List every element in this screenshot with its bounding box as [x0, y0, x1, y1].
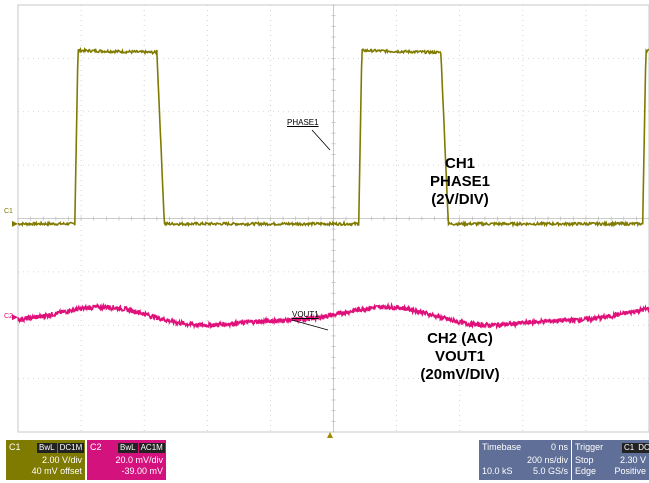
ch2-marker: C2	[4, 313, 13, 320]
ch1-annotation: CH1 PHASE1 (2V/DIV)	[410, 155, 510, 209]
ch1-name: C1	[9, 442, 21, 452]
trigger-type: Edge	[575, 466, 597, 476]
ch1-annotation-line3: (2V/DIV)	[431, 191, 489, 208]
ch1-bw-tag: BwL	[37, 443, 57, 453]
ch2-annotation-line2: VOUT1	[434, 348, 485, 365]
ch1-annotation-line2: PHASE1	[429, 173, 491, 190]
vout-tag-leader	[291, 319, 329, 331]
phase-tag: PHASE1	[287, 118, 319, 127]
trigger-source-badge: C1	[622, 443, 637, 453]
ch1-coupling-tag: DC1M	[57, 443, 85, 453]
trigger-label: Trigger	[575, 442, 604, 452]
ch2-annotation-line1: CH2 (AC)	[427, 330, 493, 347]
trigger-slope: Positive	[614, 466, 646, 476]
ch1-offset: 40 mV offset	[31, 466, 82, 476]
trigger-panel[interactable]: Trigger C1 DC Stop 2.30 V Edge Positive	[572, 440, 649, 480]
ch2-ground-marker	[12, 314, 18, 321]
trigger-level: 2.30 V	[619, 455, 646, 465]
timebase-delay: 0 ns	[550, 442, 568, 452]
ch1-ground-marker	[12, 220, 18, 227]
timebase-scale: 200 ns/div	[526, 455, 568, 465]
ch2-offset: -39.00 mV	[121, 466, 163, 476]
ch2-annotation: CH2 (AC) VOUT1 (20mV/DIV)	[400, 330, 520, 384]
ch2-bw-tag: BwL	[118, 443, 138, 453]
ch1-annotation-line1: CH1	[444, 155, 475, 172]
phase-tag-leader	[311, 129, 331, 151]
timebase-panel[interactable]: Timebase 0 ns 200 ns/div 10.0 kS 5.0 GS/…	[479, 440, 571, 480]
ch2-annotation-line3: (20mV/DIV)	[420, 366, 500, 383]
ch2-panel[interactable]: C2 BwL AC1M 20.0 mV/div -39.00 mV	[87, 440, 166, 480]
ch1-trace	[17, 46, 649, 228]
trigger-position-marker	[327, 432, 333, 438]
ch2-coupling-tag: AC1M	[138, 443, 165, 453]
timebase-label: Timebase	[482, 442, 522, 452]
trigger-coupling-badge: DC	[636, 443, 649, 453]
ch2-name: C2	[90, 442, 102, 452]
ch2-scale: 20.0 mV/div	[115, 455, 163, 465]
ch1-scale: 2.00 V/div	[41, 455, 82, 465]
ch1-panel[interactable]: C1 BwL DC1M 2.00 V/div 40 mV offset	[6, 440, 85, 480]
oscilloscope-plot	[12, 4, 649, 438]
timebase-rate: 5.0 GS/s	[532, 466, 568, 476]
ch1-marker: C1	[4, 208, 13, 215]
trigger-mode: Stop	[575, 455, 594, 465]
timebase-samples: 10.0 kS	[482, 466, 513, 476]
vout-tag: VOUT1	[292, 310, 319, 319]
ch2-trace	[17, 301, 649, 330]
grid	[12, 4, 649, 433]
